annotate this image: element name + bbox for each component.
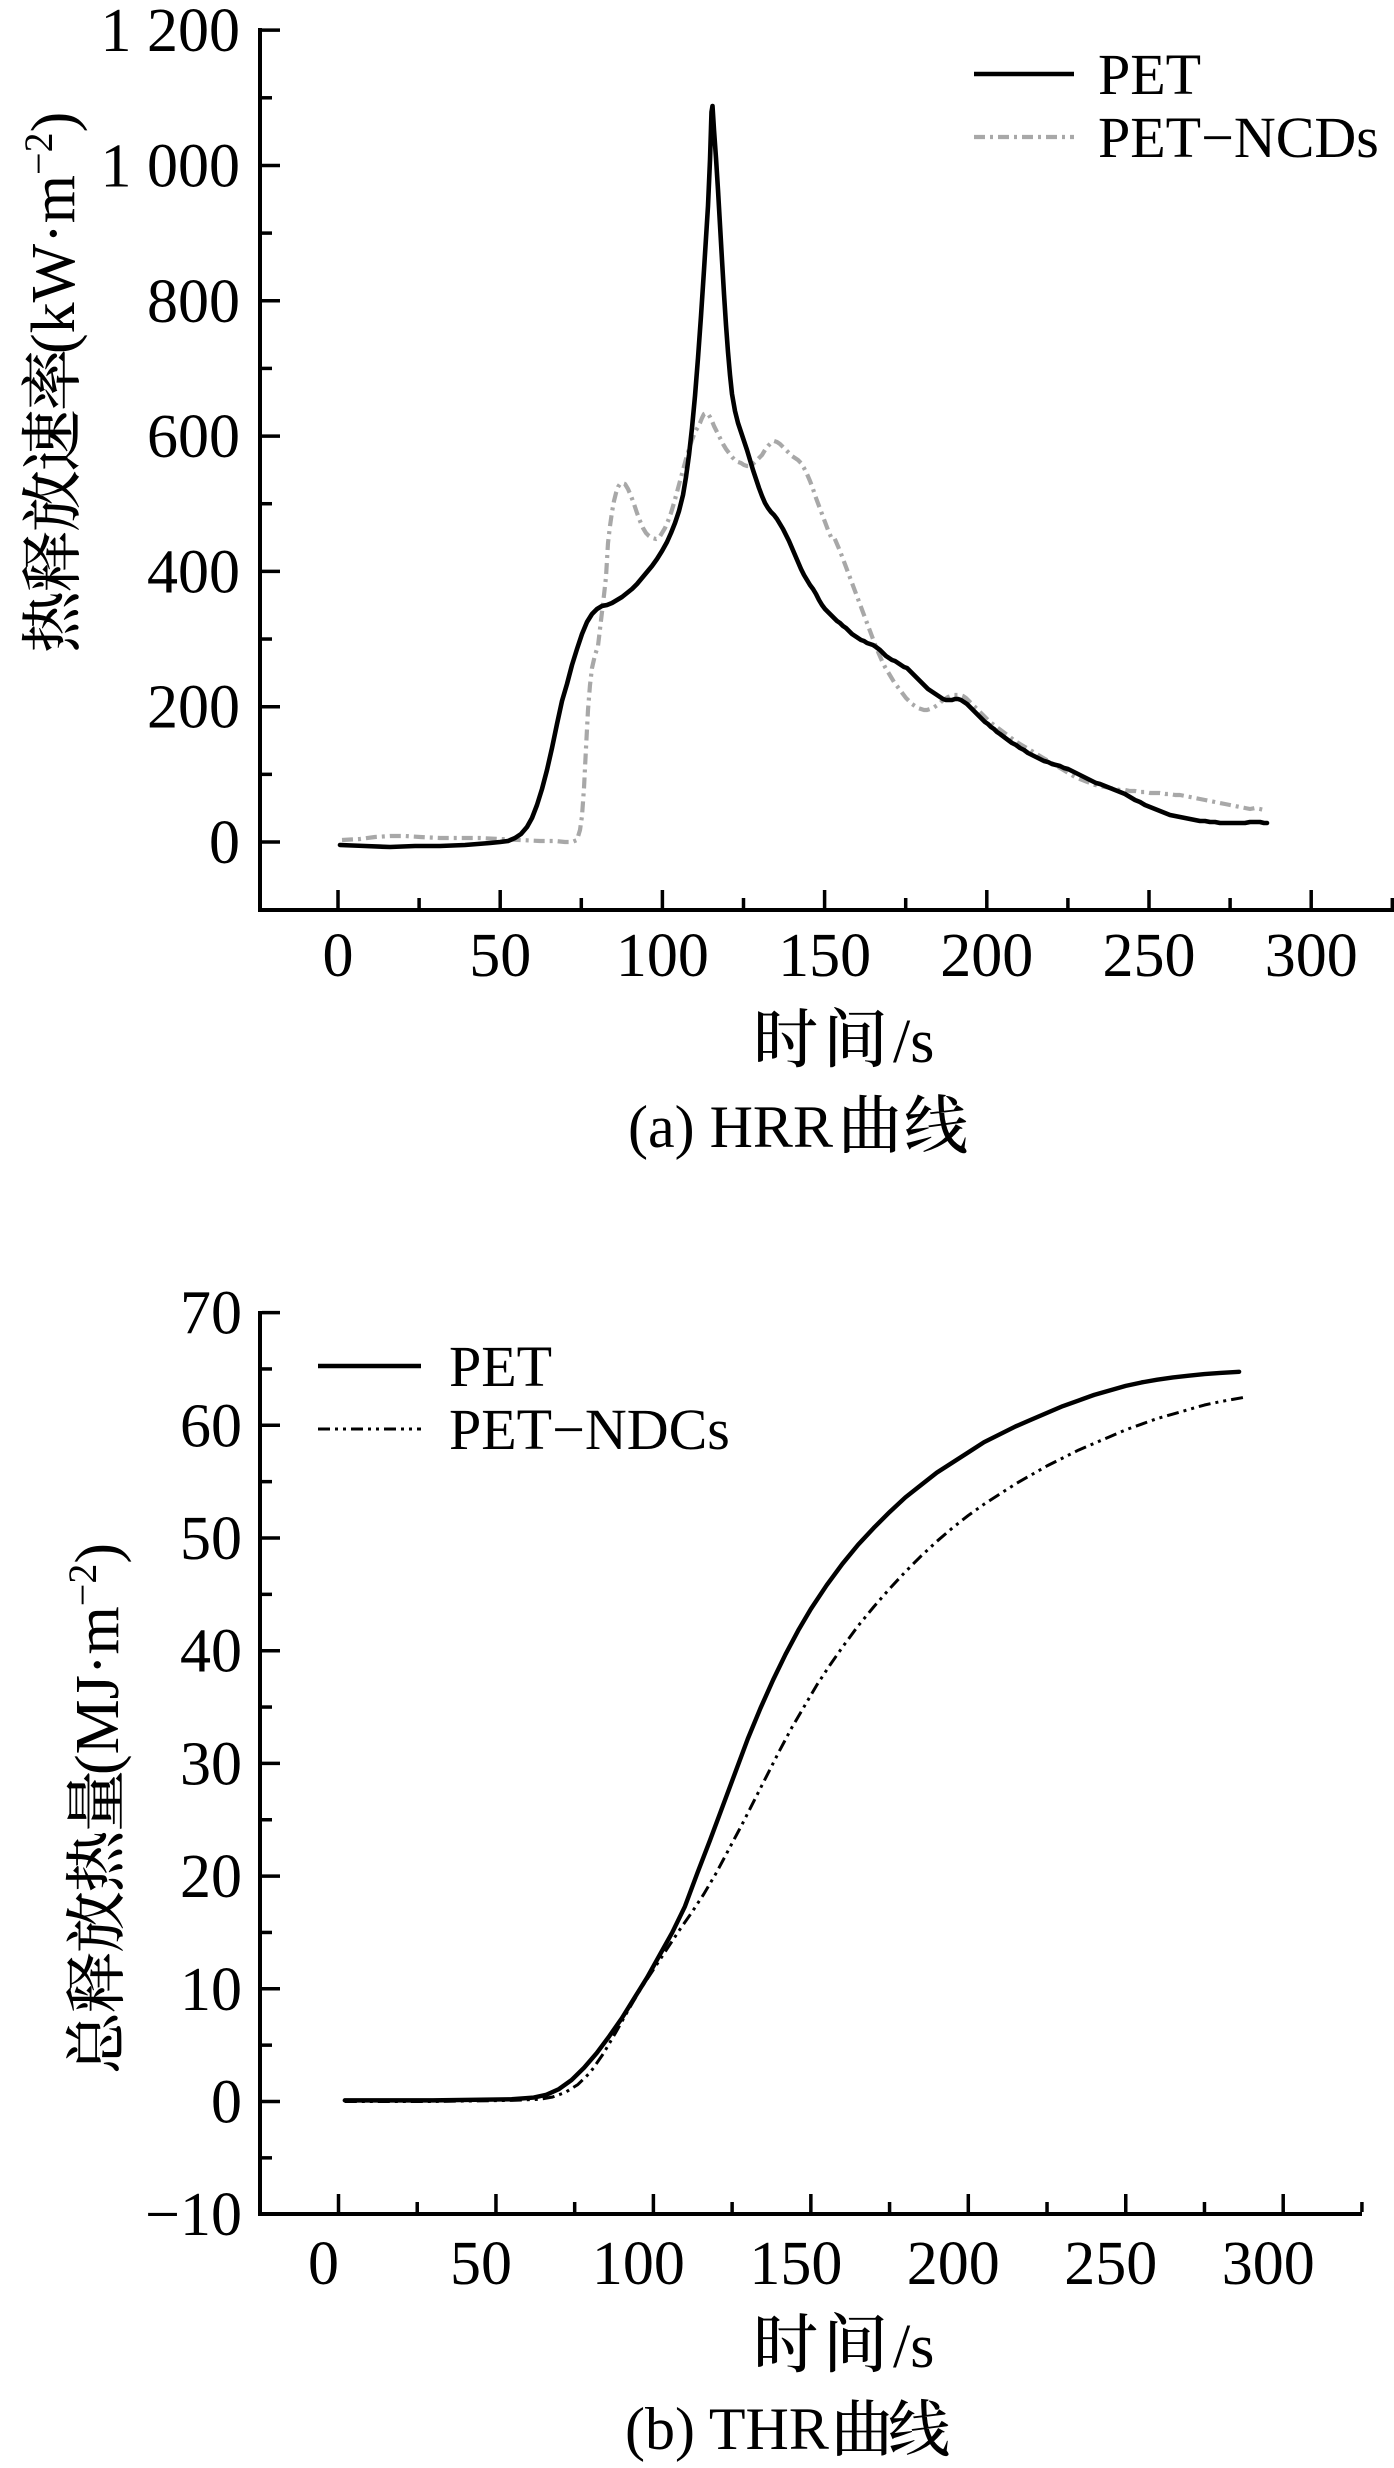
svg-text:(a) HRR: (a) HRR: [628, 1094, 833, 1160]
svg-text:50: 50: [469, 922, 531, 990]
svg-text:150: 150: [749, 2230, 842, 2298]
svg-text:PET−NCDs: PET−NCDs: [1098, 105, 1379, 170]
svg-text:0: 0: [209, 809, 240, 877]
svg-text:−10: −10: [145, 2181, 242, 2249]
svg-text:200: 200: [907, 2230, 1000, 2298]
svg-text:(b) THR: (b) THR: [625, 2396, 829, 2462]
svg-text:200: 200: [147, 674, 240, 742]
svg-text:250: 250: [1103, 922, 1196, 990]
svg-text:PET: PET: [449, 1334, 552, 1399]
svg-text:10: 10: [180, 1956, 242, 2024]
svg-text:/s: /s: [893, 1008, 934, 1076]
svg-text:PET: PET: [1098, 42, 1201, 107]
svg-text:800: 800: [147, 268, 240, 336]
svg-text:50: 50: [180, 1505, 242, 1573]
svg-text:150: 150: [778, 922, 871, 990]
svg-text:70: 70: [180, 1280, 242, 1348]
svg-text:400: 400: [147, 538, 240, 606]
svg-text:40: 40: [180, 1618, 242, 1686]
svg-text:1 000: 1 000: [101, 132, 241, 200]
svg-text:0: 0: [308, 2230, 339, 2298]
svg-text:0: 0: [323, 922, 354, 990]
svg-text:30: 30: [180, 1730, 242, 1798]
svg-text:/s: /s: [893, 2313, 934, 2381]
svg-text:100: 100: [592, 2230, 685, 2298]
svg-text:300: 300: [1222, 2230, 1315, 2298]
svg-text:20: 20: [180, 1843, 242, 1911]
svg-text:PET−NDCs: PET−NDCs: [449, 1397, 730, 1462]
svg-text:200: 200: [940, 922, 1033, 990]
svg-text:300: 300: [1265, 922, 1358, 990]
svg-text:50: 50: [450, 2230, 512, 2298]
svg-text:100: 100: [616, 922, 709, 990]
svg-text:60: 60: [180, 1392, 242, 1460]
svg-text:1 200: 1 200: [101, 0, 241, 65]
svg-text:(kW·m−2): (kW·m−2): [16, 112, 88, 354]
svg-text:250: 250: [1064, 2230, 1157, 2298]
svg-text:0: 0: [211, 2069, 242, 2137]
svg-text:600: 600: [147, 403, 240, 471]
